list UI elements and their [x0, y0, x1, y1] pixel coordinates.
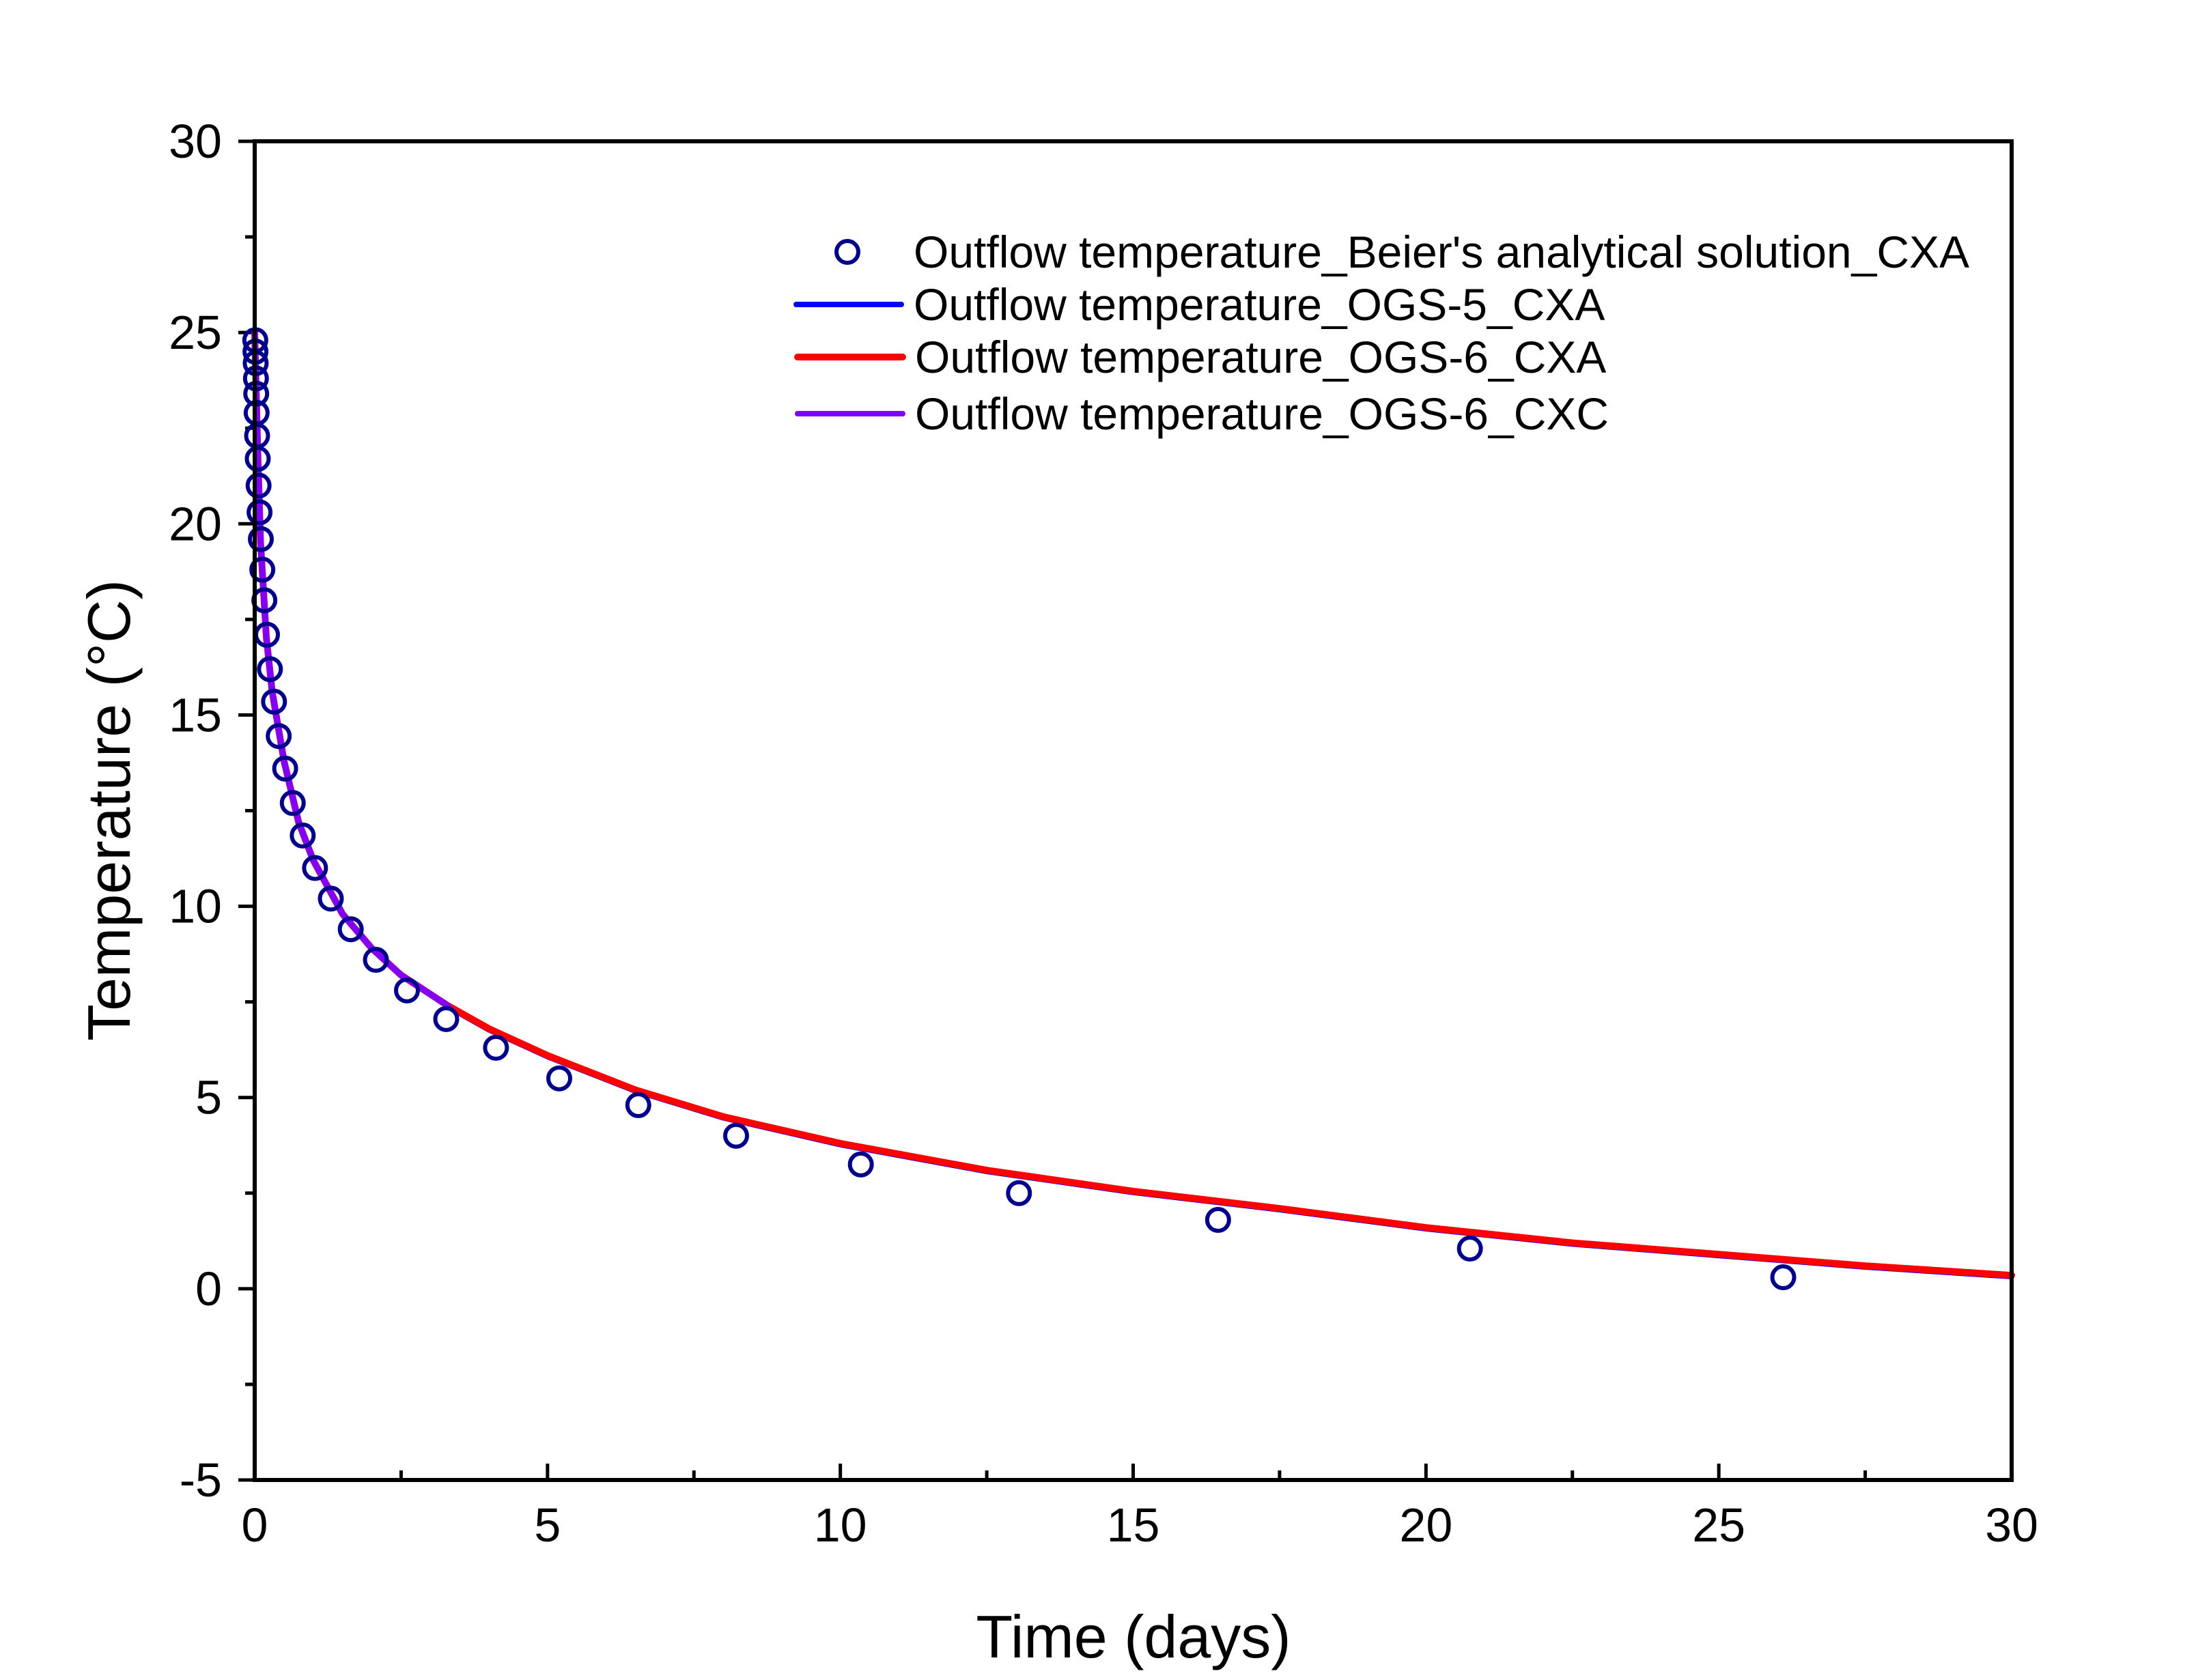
x-tick-label: 0	[242, 1498, 268, 1552]
data-point	[244, 446, 271, 472]
data-point	[625, 1092, 651, 1118]
x-tick-label: 10	[814, 1498, 867, 1552]
data-point	[337, 916, 364, 943]
plot-series	[242, 327, 2015, 1291]
y-tick-label: 10	[169, 880, 222, 933]
data-point	[257, 656, 283, 683]
legend-label-ogs6-cxa: Outflow temperature_OGS-6_CXA	[915, 332, 1606, 382]
x-axis-title: Time (days)	[976, 1603, 1291, 1670]
data-point	[248, 526, 274, 552]
series-line-1	[253, 330, 2014, 1279]
series-line-2	[251, 329, 2015, 1279]
legend-label-ogs6-cxc: Outflow temperature_OGS-6_CXC	[915, 388, 1609, 439]
x-tick-label: 20	[1399, 1498, 1452, 1552]
y-tick-label: 25	[169, 306, 222, 359]
y-tick-label: -5	[180, 1453, 222, 1507]
data-point	[1456, 1236, 1483, 1262]
data-point	[272, 755, 298, 782]
legend-label-beier: Outflow temperature_Beier's analytical s…	[914, 227, 1969, 277]
series-line-3	[251, 329, 451, 1009]
x-tick-label: 25	[1692, 1498, 1745, 1552]
data-point	[290, 822, 316, 849]
x-tick-label: 5	[534, 1498, 561, 1552]
data-point	[266, 723, 292, 750]
data-point	[847, 1151, 874, 1178]
data-point	[1006, 1180, 1032, 1206]
data-point	[261, 688, 287, 715]
data-point	[247, 499, 273, 526]
data-point	[279, 790, 306, 816]
data-point	[546, 1065, 572, 1092]
x-tick-label: 15	[1107, 1498, 1160, 1552]
data-point	[723, 1122, 750, 1149]
y-axis-title: Temperature (°C)	[75, 580, 143, 1041]
legend-marker-beier	[834, 239, 860, 265]
x-tick-label: 30	[1985, 1498, 2038, 1552]
data-point	[1770, 1264, 1797, 1291]
data-point	[433, 1006, 460, 1032]
data-point	[1205, 1207, 1231, 1234]
data-point	[302, 855, 328, 881]
legend: Outflow temperature_Beier's analytical s…	[793, 227, 1969, 439]
data-point	[318, 885, 344, 912]
data-point	[483, 1034, 509, 1061]
y-tick-label: 30	[169, 115, 222, 168]
legend-label-ogs5-cxa: Outflow temperature_OGS-5_CXA	[914, 279, 1605, 330]
data-point	[249, 556, 276, 583]
y-tick-label: 15	[169, 688, 222, 741]
data-point	[245, 472, 272, 499]
y-tick-label: 0	[195, 1262, 222, 1315]
y-tick-label: 5	[195, 1071, 222, 1124]
data-point	[363, 947, 389, 973]
y-tick-label: 20	[169, 497, 222, 550]
data-point	[393, 977, 420, 1003]
axis-ticks: 0 5 10 15 20 25 30 -5 0 5 10 15 20 25 30	[169, 115, 2038, 1552]
plot-frame	[253, 139, 2014, 1482]
